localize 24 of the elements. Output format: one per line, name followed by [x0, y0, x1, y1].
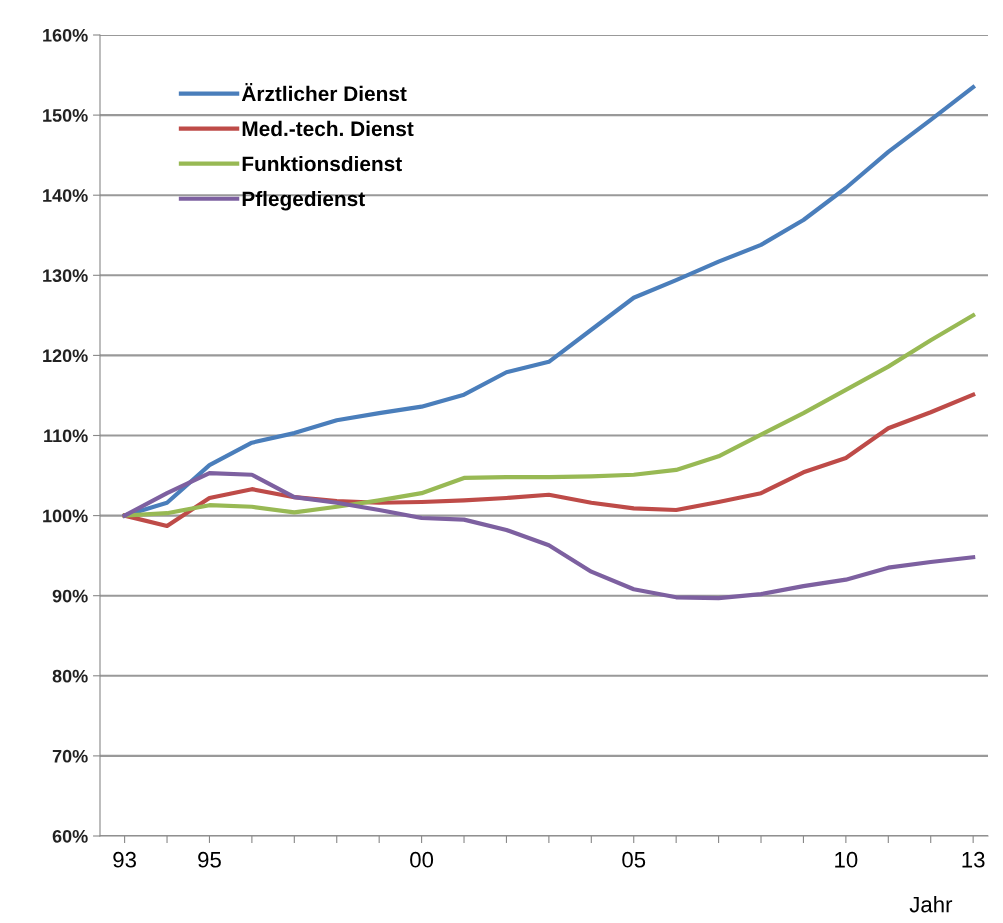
- line-series: [122, 471, 976, 601]
- x-tick-label: 93: [113, 851, 136, 868]
- y-tick-label: 160%: [43, 28, 88, 42]
- x-tick-label: 95: [198, 851, 221, 868]
- y-tick-label: 120%: [43, 349, 88, 363]
- legend-label: Med.-tech. Dienst: [242, 120, 414, 137]
- x-tick-label: 10: [835, 851, 858, 868]
- legend-label: Ärztlicher Dienst: [241, 83, 407, 102]
- x-tick-label: 00: [410, 851, 434, 868]
- x-tick-label: 05: [622, 851, 646, 868]
- y-tick-label: 70%: [52, 749, 88, 763]
- y-tick-label: 90%: [52, 589, 88, 603]
- y-tick-label: 140%: [43, 189, 88, 202]
- x-tick-label: 13: [962, 851, 985, 868]
- legend-label: Funktionsdienst: [242, 155, 402, 172]
- y-tick-label: 130%: [43, 269, 88, 283]
- legend-label: Pflegedienst: [242, 190, 365, 211]
- y-tick-label: 60%: [52, 829, 88, 843]
- y-tick-label: 100%: [43, 509, 88, 523]
- x-axis-title: Jahr: [909, 896, 953, 913]
- y-tick-label: 150%: [43, 109, 88, 122]
- y-tick-label: 80%: [52, 669, 88, 683]
- line-series: [122, 313, 976, 518]
- y-tick-label: 110%: [44, 429, 88, 443]
